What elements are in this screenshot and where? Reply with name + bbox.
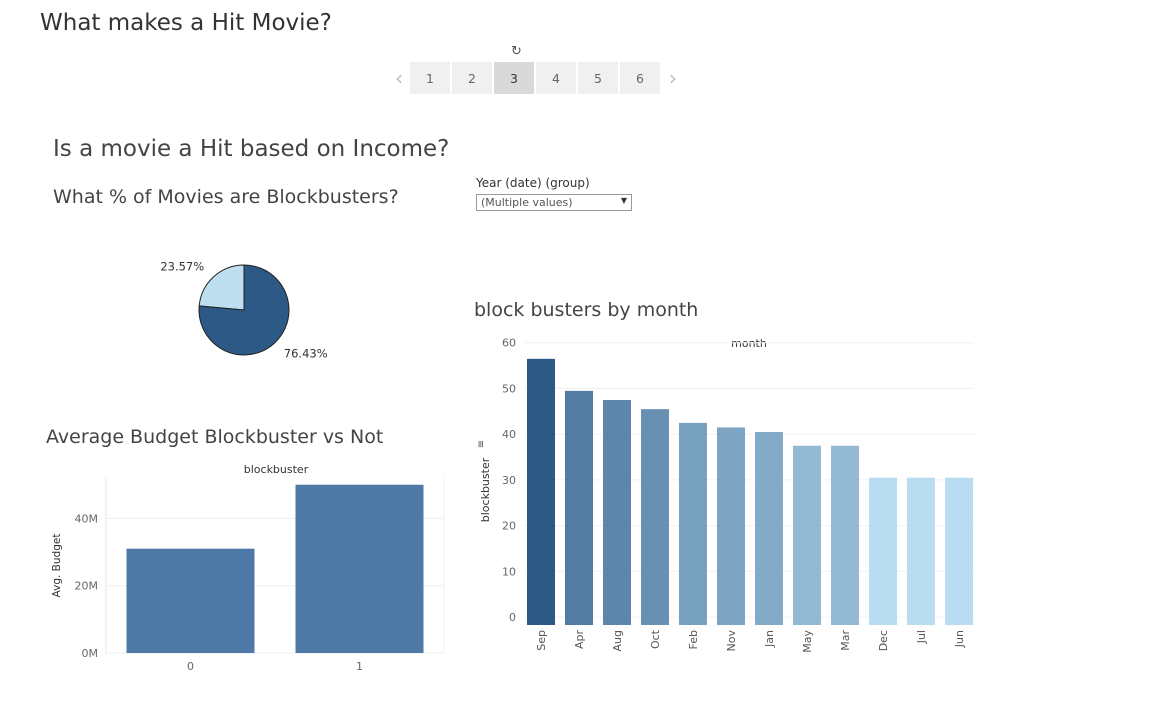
budget-chart-title: Average Budget Blockbuster vs Not <box>46 426 384 448</box>
year-filter-dropdown[interactable]: (Multiple values) ▼ <box>476 194 632 211</box>
x-tick-label: Nov <box>725 630 738 652</box>
month-chart-title: block busters by month <box>474 299 699 321</box>
bar <box>907 477 935 625</box>
y-tick-label: 0 <box>509 611 516 624</box>
y-tick-label: 40M <box>75 512 99 525</box>
filter-label: Year (date) (group) <box>476 176 590 190</box>
pie-slice <box>198 264 290 356</box>
bar <box>565 390 593 625</box>
story-point-2[interactable]: 2 <box>452 62 492 94</box>
refresh-icon[interactable]: ↻ <box>511 44 522 59</box>
x-tick-label: Jul <box>915 630 928 644</box>
sort-icon: ≡ <box>476 440 487 448</box>
y-tick-label: 40 <box>502 428 516 441</box>
pie-chart: 23.57% 76.43% <box>160 259 328 361</box>
pie-slice <box>198 264 245 311</box>
bar <box>755 432 783 625</box>
x-tick-label: May <box>801 630 814 653</box>
y-tick-label: 50 <box>502 382 516 395</box>
bar <box>126 548 255 653</box>
x-tick-label: Dec <box>877 630 890 651</box>
pie-slice-label: 76.43% <box>284 347 328 361</box>
chevron-left-icon[interactable]: ‹ <box>395 66 403 90</box>
bar <box>527 358 555 625</box>
x-tick-label: Jan <box>763 630 776 648</box>
x-tick-label: Sep <box>535 630 548 651</box>
y-tick-label: 30 <box>502 474 516 487</box>
x-tick-label: Mar <box>839 630 852 651</box>
dropdown-arrow-icon: ▼ <box>620 196 627 205</box>
bar <box>717 427 745 625</box>
chart-header: month <box>731 337 767 350</box>
pie-chart-title: What % of Movies are Blockbusters? <box>53 186 399 208</box>
y-tick-label: 20 <box>502 520 516 533</box>
bar <box>641 409 669 625</box>
bar <box>679 422 707 625</box>
story-point-6[interactable]: 6 <box>620 62 660 94</box>
x-tick-label: Jun <box>953 630 966 648</box>
y-axis-title: blockbuster <box>479 457 492 522</box>
story-point-3[interactable]: 3 <box>494 62 534 94</box>
chevron-right-icon[interactable]: › <box>669 66 677 90</box>
y-tick-label: 10 <box>502 565 516 578</box>
y-tick-label: 0M <box>82 647 99 660</box>
bar <box>945 477 973 625</box>
story-point-5[interactable]: 5 <box>578 62 618 94</box>
x-tick-label: Aug <box>611 630 624 651</box>
section-title: Is a movie a Hit based on Income? <box>53 136 450 162</box>
month-bar-chart: month 0 10 20 30 40 50 60 blockbuster ≡ Sep Apr Aug O… <box>476 337 974 653</box>
filter-value: (Multiple values) <box>481 196 573 209</box>
x-tick-label: Oct <box>649 629 662 649</box>
budget-bar-chart: blockbuster 0M 20M 40M Avg. Budget 0 1 <box>51 463 445 673</box>
bar <box>869 477 897 625</box>
y-tick-label: 60 <box>502 337 516 350</box>
story-point-4[interactable]: 4 <box>536 62 576 94</box>
bar <box>295 484 424 653</box>
y-axis-title: Avg. Budget <box>51 534 63 598</box>
bar <box>831 445 859 625</box>
bar <box>793 445 821 625</box>
story-navigator: ‹ 1 2 3 4 5 6 › <box>388 62 684 94</box>
story-point-1[interactable]: 1 <box>410 62 450 94</box>
story-title: What makes a Hit Movie? <box>40 10 332 36</box>
x-tick-label: 1 <box>356 660 363 673</box>
x-tick-label: Feb <box>687 630 700 649</box>
y-tick-label: 20M <box>75 580 99 593</box>
chart-header: blockbuster <box>244 463 309 476</box>
pie-slice-label: 23.57% <box>160 259 204 273</box>
x-tick-label: Apr <box>573 630 586 650</box>
bar <box>603 400 631 625</box>
x-tick-label: 0 <box>187 660 194 673</box>
